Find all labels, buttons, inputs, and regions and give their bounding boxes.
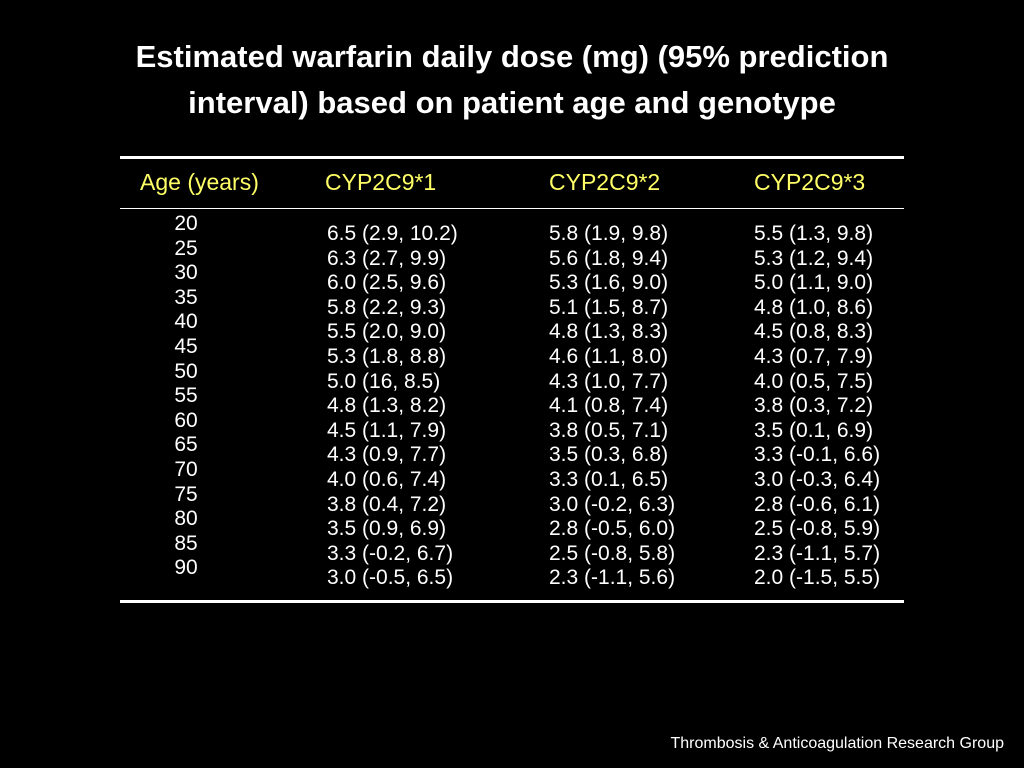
column-header-cyp2c9-1: CYP2C9*1 [325,169,437,195]
dose-cell-cyp2c9-2: 2.5 (-0.8, 5.8) [549,541,676,565]
dose-cell-cyp2c9-1: 4.3 (0.9, 7.7) [327,443,447,467]
age-cell: 65 [174,433,198,457]
dose-cell-cyp2c9-3: 2.8 (-0.6, 6.1) [754,492,881,516]
dose-cell-cyp2c9-2: 4.1 (0.8, 7.4) [549,394,669,418]
age-cell: 45 [174,334,198,358]
dose-cell-cyp2c9-3: 4.8 (1.0, 8.6) [754,295,874,319]
dose-cell-cyp2c9-1: 3.5 (0.9, 6.9) [327,517,447,541]
dose-cell-cyp2c9-3: 3.5 (0.1, 6.9) [754,418,874,442]
dose-cell-cyp2c9-3: 5.3 (1.2, 9.4) [754,246,874,270]
dose-cell-cyp2c9-3: 3.8 (0.3, 7.2) [754,394,874,418]
age-cell: 70 [174,457,198,481]
dose-cell-cyp2c9-1: 6.3 (2.7, 9.9) [327,246,447,270]
footer-credit: Thrombosis & Anticoagulation Research Gr… [670,735,1004,752]
age-cell: 60 [174,408,198,432]
dose-cell-cyp2c9-1: 5.3 (1.8, 8.8) [327,344,447,368]
dose-cell-cyp2c9-1: 5.5 (2.0, 9.0) [327,320,447,344]
table-bottom-rule [120,600,904,603]
dose-cell-cyp2c9-3: 4.3 (0.7, 7.9) [754,344,874,368]
dose-cell-cyp2c9-3: 5.0 (1.1, 9.0) [754,271,874,295]
dose-cell-cyp2c9-1: 4.5 (1.1, 7.9) [327,418,447,442]
age-cell: 25 [174,236,198,260]
dose-cell-cyp2c9-3: 3.3 (-0.1, 6.6) [754,443,881,467]
dose-cell-cyp2c9-1: 4.8 (1.3, 8.2) [327,394,447,418]
age-cell: 40 [174,310,198,334]
dose-cell-cyp2c9-1: 5.8 (2.2, 9.3) [327,295,447,319]
dose-cell-cyp2c9-1: 6.0 (2.5, 9.6) [327,271,447,295]
slide-title-line-1: Estimated warfarin daily dose (mg) (95% … [135,39,889,74]
dose-cell-cyp2c9-1: 6.5 (2.9, 10.2) [327,222,458,245]
dose-cell-cyp2c9-2: 5.3 (1.6, 9.0) [549,271,669,295]
dose-cell-cyp2c9-3: 4.5 (0.8, 8.3) [754,320,874,344]
dose-cell-cyp2c9-3: 2.0 (-1.5, 5.5) [754,566,881,590]
column-header-cyp2c9-3: CYP2C9*3 [754,169,866,195]
dose-cell-cyp2c9-2: 5.8 (1.9, 9.8) [549,222,669,245]
column-header-cyp2c9-2: CYP2C9*2 [549,169,661,195]
dose-cell-cyp2c9-2: 3.0 (-0.2, 6.3) [549,492,676,516]
cyp2c9-3-column: 5.5 (1.3, 9.8) 5.3 (1.2, 9.4) 5.0 (1.1, 9.… [754,222,880,591]
age-cell: 90 [174,556,198,580]
dose-cell-cyp2c9-1: 5.0 (16, 8.5) [327,369,441,393]
age-cell: 55 [174,384,198,408]
dose-cell-cyp2c9-3: 4.0 (0.5, 7.5) [754,369,874,393]
dose-cell-cyp2c9-3: 2.5 (-0.8, 5.9) [754,517,881,541]
dose-cell-cyp2c9-2: 4.3 (1.0, 7.7) [549,369,669,393]
dose-cell-cyp2c9-2: 4.8 (1.3, 8.3) [549,320,669,344]
dose-cell-cyp2c9-2: 3.5 (0.3, 6.8) [549,443,669,467]
dose-cell-cyp2c9-3: 5.5 (1.3, 9.8) [754,222,874,245]
dose-cell-cyp2c9-3: 3.0 (-0.3, 6.4) [754,467,881,491]
dose-cell-cyp2c9-2: 2.8 (-0.5, 6.0) [549,517,676,541]
age-cell: 50 [174,359,198,383]
dose-cell-cyp2c9-2: 4.6 (1.1, 8.0) [549,344,669,368]
dose-cell-cyp2c9-1: 3.0 (-0.5, 6.5) [327,566,454,590]
dose-cell-cyp2c9-1: 3.3 (-0.2, 6.7) [327,541,454,565]
column-header-age: Age (years) [140,169,259,195]
age-column: 20 25 30 35 40 45 50 55 60 65 70 75 80 85 90 [140,212,232,581]
cyp2c9-2-column: 5.8 (1.9, 9.8) 5.6 (1.8, 9.4) 5.3 (1.6, 9.… [549,222,675,591]
dose-cell-cyp2c9-1: 4.0 (0.6, 7.4) [327,467,447,491]
dose-cell-cyp2c9-3: 2.3 (-1.1, 5.7) [754,541,881,565]
dose-cell-cyp2c9-2: 2.3 (-1.1, 5.6) [549,566,676,590]
dose-cell-cyp2c9-2: 3.8 (0.5, 7.1) [549,418,669,442]
slide-title: Estimated warfarin daily dose (mg) (95% … [0,34,1024,126]
age-cell: 35 [174,285,198,309]
age-cell: 75 [174,482,198,506]
age-cell: 30 [174,261,198,285]
dose-cell-cyp2c9-2: 5.6 (1.8, 9.4) [549,246,669,270]
dose-cell-cyp2c9-2: 3.3 (0.1, 6.5) [549,467,669,491]
dose-cell-cyp2c9-1: 3.8 (0.4, 7.2) [327,492,447,516]
cyp2c9-1-column: 6.5 (2.9, 10.2) 6.3 (2.7, 9.9) 6.0 (2.5, 9… [327,222,458,591]
slide-title-line-2: interval) based on patient age and genot… [188,85,836,120]
age-cell: 80 [174,507,198,531]
dose-cell-cyp2c9-2: 5.1 (1.5, 8.7) [549,295,669,319]
table-top-rule [120,156,904,159]
age-cell: 85 [174,531,198,555]
table-header-rule [120,208,904,209]
age-cell: 20 [174,212,198,235]
